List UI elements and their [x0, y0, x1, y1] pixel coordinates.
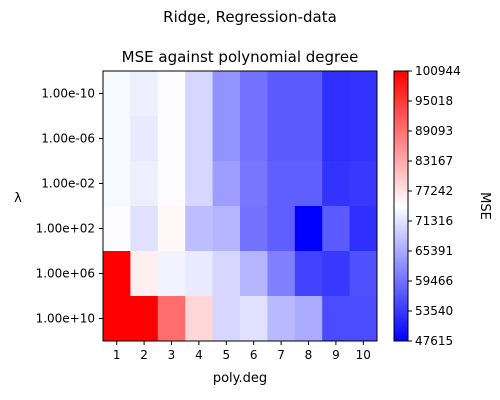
- heatmap-cell: [185, 116, 214, 162]
- heatmap-cell: [294, 206, 323, 252]
- heatmap-cell: [240, 206, 268, 252]
- heatmap-cell: [349, 251, 378, 297]
- heatmap-cell: [267, 296, 296, 342]
- heatmap-cell: [212, 251, 241, 297]
- heatmap-cell: [240, 296, 268, 342]
- x-tick-label: 2: [140, 348, 148, 362]
- heatmap-cell: [349, 161, 378, 207]
- heatmap-cell: [212, 296, 241, 342]
- colorbar-tick-label: 71316: [415, 214, 453, 228]
- x-tick-label: 6: [250, 348, 258, 362]
- heatmap-cell: [103, 296, 131, 342]
- heatmap-cell: [294, 71, 323, 117]
- heatmap-cell: [322, 116, 351, 162]
- heatmap-cell: [185, 161, 214, 207]
- heatmap-cell: [130, 251, 159, 297]
- colorbar-tick-label: 83167: [415, 154, 453, 168]
- heatmap-cell: [157, 161, 186, 207]
- x-tick-label: 8: [305, 348, 313, 362]
- heatmap-cell: [157, 71, 186, 117]
- heatmap-cell: [267, 161, 296, 207]
- x-tick-label: 1: [113, 348, 121, 362]
- x-tick-label: 7: [277, 348, 285, 362]
- heatmap-cell: [212, 206, 241, 252]
- heatmap-cell: [267, 251, 296, 297]
- y-tick-label: 1.00e+06: [36, 267, 95, 281]
- heatmap-cell: [185, 206, 214, 252]
- heatmap-cell: [185, 71, 214, 117]
- x-tick-label: 10: [356, 348, 371, 362]
- colorbar-tick-label: 53540: [415, 304, 453, 318]
- heatmap-cell: [157, 206, 186, 252]
- heatmap-cell: [103, 206, 131, 252]
- heatmap-cell: [294, 161, 323, 207]
- heatmap-cell: [267, 116, 296, 162]
- y-tick-label: 1.00e+10: [36, 312, 95, 326]
- y-tick-label: 1.00e+02: [36, 222, 95, 236]
- heatmap-cell: [349, 71, 378, 117]
- heatmap-cell: [103, 116, 131, 162]
- colorbar-tick-label: 89093: [415, 124, 453, 138]
- heatmap-cell: [130, 206, 159, 252]
- heatmap-cell: [157, 251, 186, 297]
- heatmap-cell: [349, 116, 378, 162]
- heatmap-cell: [294, 251, 323, 297]
- colorbar-ticks: 100944 95018 89093 83167 77242 71316 65391 5946…: [408, 64, 461, 348]
- colorbar-tick-label: 95018: [415, 94, 453, 108]
- heatmap-cell: [322, 251, 351, 297]
- heatmap-cell: [130, 296, 159, 342]
- colorbar-tick-label: 59466: [415, 274, 453, 288]
- heatmap-cell: [103, 71, 131, 117]
- heatmap-cell: [103, 251, 131, 297]
- heatmap-cell: [240, 116, 268, 162]
- heatmap-cell: [294, 296, 323, 342]
- plot-frame: [102, 70, 378, 342]
- y-tick-label: 1.00e-02: [41, 177, 95, 191]
- heatmap-cell: [240, 71, 268, 117]
- y-axis-label: λ: [14, 191, 22, 206]
- heatmap-cell: [130, 161, 159, 207]
- colorbar-tick-label: 100944: [415, 64, 461, 78]
- heatmap-cell: [240, 161, 268, 207]
- heatmap-cell: [103, 161, 131, 207]
- x-axis-ticks: 1 2 3 4 5 6 7 8 9 10: [113, 341, 371, 362]
- x-tick-label: 4: [195, 348, 203, 362]
- heatmap-cell: [349, 296, 378, 342]
- heatmap-cell: [322, 161, 351, 207]
- colorbar: [393, 70, 409, 342]
- colorbar-tick-label: 47615: [415, 334, 453, 348]
- heatmap-cell: [322, 296, 351, 342]
- heatmap-cell: [130, 116, 159, 162]
- heatmap-cell: [130, 71, 159, 117]
- heatmap-cell: [212, 116, 241, 162]
- heatmap-cell: [212, 161, 241, 207]
- x-tick-label: 9: [332, 348, 340, 362]
- colorbar-label: MSE: [477, 192, 492, 220]
- heatmap-cell: [157, 296, 186, 342]
- heatmap-cell: [157, 116, 186, 162]
- heatmap-cells: [103, 71, 378, 342]
- chart-suptitle: Ridge, Regression-data: [163, 8, 337, 26]
- x-tick-label: 3: [168, 348, 176, 362]
- heatmap-cell: [322, 71, 351, 117]
- heatmap-cell: [322, 206, 351, 252]
- heatmap-cell: [349, 206, 378, 252]
- heatmap-cell: [212, 71, 241, 117]
- colorbar-tick-label: 65391: [415, 244, 453, 258]
- y-tick-label: 1.00e-10: [41, 87, 95, 101]
- heatmap-cell: [185, 251, 214, 297]
- y-axis-ticks: 1.00e-10 1.00e-06 1.00e-02 1.00e+02 1.00e+06…: [36, 87, 103, 326]
- x-tick-label: 5: [222, 348, 230, 362]
- heatmap-cell: [267, 71, 296, 117]
- heatmap-cell: [267, 206, 296, 252]
- y-tick-label: 1.00e-06: [41, 132, 95, 146]
- heatmap-cell: [185, 296, 214, 342]
- x-axis-label: poly.deg: [213, 371, 267, 386]
- heatmap-cell: [240, 251, 268, 297]
- colorbar-tick-label: 77242: [415, 184, 453, 198]
- chart-title: MSE against polynomial degree: [122, 48, 359, 66]
- heatmap-cell: [294, 116, 323, 162]
